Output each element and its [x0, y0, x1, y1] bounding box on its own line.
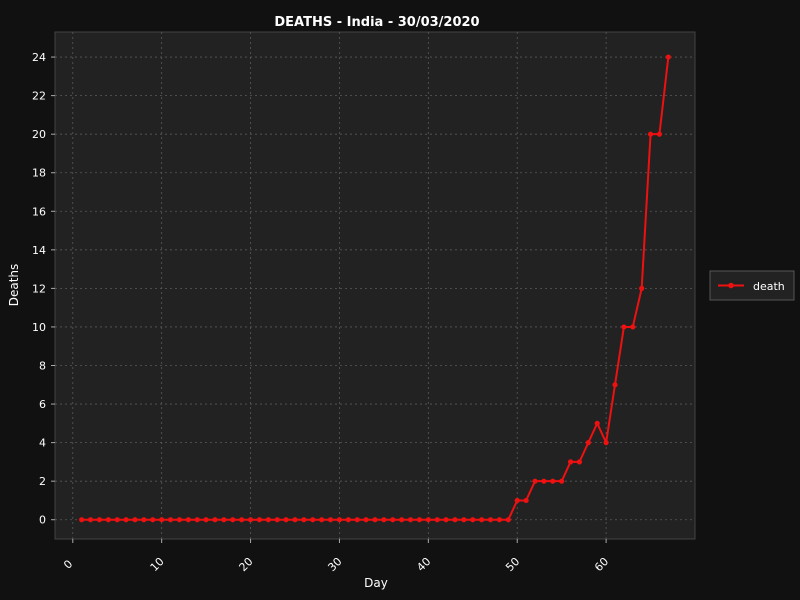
plot-area: [54, 31, 696, 540]
y-tick-label: 24: [32, 51, 46, 64]
legend: death: [709, 270, 795, 301]
data-point: [585, 440, 591, 446]
y-tick-label: 18: [32, 167, 46, 180]
data-point: [176, 517, 183, 523]
data-point: [523, 497, 529, 504]
data-point: [461, 517, 467, 523]
data-point: [345, 517, 351, 523]
data-point: [550, 478, 556, 484]
data-point: [354, 517, 360, 523]
data-point: [425, 517, 431, 523]
data-point: [141, 517, 147, 523]
data-point: [399, 517, 405, 523]
y-tick-label: 0: [39, 514, 46, 527]
y-tick-label: 10: [32, 321, 46, 334]
series-layer: [79, 54, 671, 523]
x-axis-label: Day: [364, 576, 388, 590]
data-point: [256, 517, 263, 523]
data-point: [87, 517, 94, 523]
data-point: [470, 517, 476, 523]
data-point: [123, 517, 129, 523]
data-point: [434, 517, 440, 523]
y-tick-label: 4: [39, 437, 46, 450]
data-point: [167, 517, 174, 523]
data-point: [390, 517, 396, 523]
data-point: [381, 517, 387, 523]
data-point: [639, 285, 645, 291]
grid-lines: [55, 32, 695, 539]
data-point: [496, 517, 503, 523]
data-point: [212, 517, 218, 523]
legend-entry-death: death: [753, 280, 785, 293]
data-point: [647, 131, 654, 137]
data-point: [247, 517, 254, 523]
chart-title: DEATHS - India - 30/03/2020: [274, 15, 479, 30]
data-point: [576, 459, 583, 465]
data-point: [443, 517, 449, 523]
data-point: [621, 324, 627, 330]
y-tick-label: 12: [32, 282, 46, 295]
data-point: [416, 517, 423, 523]
y-tick-label: 8: [39, 360, 46, 373]
data-point: [292, 517, 298, 523]
data-point: [310, 517, 316, 523]
data-point: [372, 517, 378, 523]
data-point: [630, 324, 636, 330]
x-tick-label: 20: [237, 555, 256, 574]
data-point: [159, 517, 165, 523]
data-point: [274, 517, 280, 523]
x-tick-label: 0: [61, 557, 75, 571]
data-point: [363, 517, 369, 523]
data-point: [230, 517, 236, 523]
data-point: [656, 131, 663, 137]
data-point: [283, 517, 289, 523]
data-point: [452, 517, 458, 523]
data-point: [479, 517, 485, 523]
data-point: [221, 517, 227, 523]
data-point: [105, 517, 111, 523]
data-point: [194, 517, 200, 523]
y-axis-label: Deaths: [7, 264, 21, 307]
y-tick-label: 16: [32, 205, 46, 218]
y-tick-label: 2: [39, 475, 46, 488]
y-tick-label: 14: [32, 244, 46, 257]
y-tick-label: 6: [39, 398, 46, 411]
data-point: [301, 517, 307, 523]
data-point: [665, 54, 671, 60]
data-point: [407, 517, 414, 523]
y-tick-label: 22: [32, 90, 46, 103]
data-point: [541, 478, 547, 484]
data-point: [336, 517, 343, 523]
x-tick-label: 30: [325, 555, 344, 574]
data-point: [114, 517, 120, 523]
x-tick-label: 50: [503, 555, 522, 574]
data-point: [505, 517, 511, 523]
data-point: [96, 517, 103, 523]
x-tick-label: 10: [148, 555, 167, 574]
data-point: [150, 517, 156, 523]
data-point: [239, 517, 245, 523]
x-tick-label: 40: [414, 555, 433, 574]
data-point: [203, 517, 209, 523]
data-point: [594, 420, 600, 426]
data-point: [265, 517, 271, 523]
data-point: [327, 517, 334, 523]
data-point: [603, 440, 609, 446]
data-point: [567, 459, 574, 465]
data-point: [532, 478, 538, 484]
data-point: [132, 517, 138, 523]
y-tick-label: 20: [32, 128, 46, 141]
data-point: [487, 517, 494, 523]
data-point: [185, 517, 191, 523]
data-point: [79, 517, 85, 523]
data-point: [319, 517, 325, 523]
data-point: [612, 382, 618, 388]
x-tick-label: 60: [592, 555, 611, 574]
legend-point-marker: [728, 282, 734, 289]
data-point: [514, 497, 520, 504]
data-point: [559, 478, 565, 484]
